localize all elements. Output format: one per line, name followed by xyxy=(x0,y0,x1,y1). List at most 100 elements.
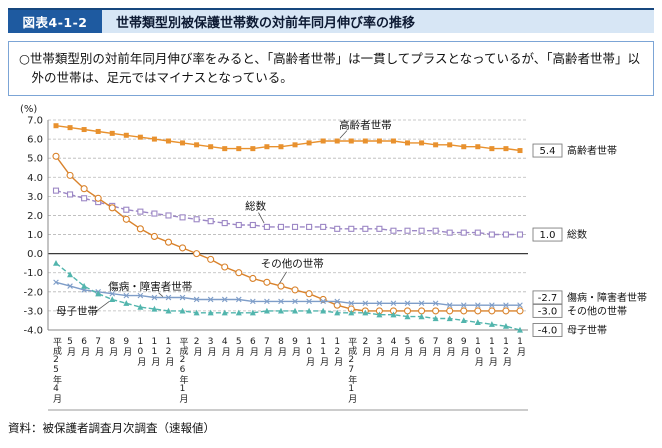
series-marker xyxy=(263,223,270,230)
series-marker xyxy=(516,231,524,238)
series-marker xyxy=(503,302,509,308)
series-marker xyxy=(250,298,256,304)
series-annotation: 総数 xyxy=(245,199,266,212)
series-marker xyxy=(250,145,256,151)
series-marker xyxy=(165,138,171,144)
series-right-name: 総数 xyxy=(567,228,587,241)
x-tick-label: 4月 xyxy=(388,337,399,357)
series-marker xyxy=(418,227,425,234)
series-marker xyxy=(95,290,102,297)
y-tick-label: -1.0 xyxy=(23,268,43,279)
summary-box: ○世帯類型別の対前年同月伸び率をみると、「高齢者世帯」は一貫してプラスとなってい… xyxy=(8,41,654,96)
series-marker xyxy=(52,187,60,194)
series-marker xyxy=(123,206,130,213)
series-marker xyxy=(489,302,495,308)
series-marker xyxy=(404,300,411,306)
series-marker xyxy=(235,309,242,316)
series-annotation: 母子世帯 xyxy=(56,304,98,317)
series-marker xyxy=(94,194,102,202)
series-marker xyxy=(277,282,285,290)
series-line-4 xyxy=(55,262,521,331)
x-tick-label: 12月 xyxy=(163,337,174,367)
series-marker xyxy=(432,227,439,234)
series-marker xyxy=(81,282,88,289)
series-marker xyxy=(109,130,115,136)
y-tick-label: 6.0 xyxy=(27,134,43,145)
series-marker xyxy=(221,309,228,316)
x-tick-label: 7月 xyxy=(262,337,273,357)
series-marker xyxy=(292,307,299,314)
x-tick-label: 8月 xyxy=(445,337,456,357)
series-right-name: 傷病・障害者世帯 xyxy=(567,291,647,304)
series-marker xyxy=(334,138,340,144)
series-marker xyxy=(334,298,341,304)
source-note: 資料：被保護者調査月次調査（速報値） xyxy=(8,420,215,435)
series-marker xyxy=(123,292,130,299)
series-marker xyxy=(207,309,214,316)
series-marker xyxy=(306,223,313,230)
series-marker xyxy=(80,184,88,193)
summary-text: ○世帯類型別の対前年同月伸び率をみると、「高齢者世帯」は一貫してプラスとなってい… xyxy=(19,51,641,86)
series-marker xyxy=(320,307,327,314)
series-marker xyxy=(474,307,482,315)
series-marker xyxy=(517,147,523,153)
series-annotation: 高齢者世帯 xyxy=(339,118,392,131)
series-marker xyxy=(362,309,369,316)
x-tick-label: 3月 xyxy=(206,337,217,357)
series-marker xyxy=(122,215,130,223)
series-marker xyxy=(235,296,242,302)
x-tick-label: 7月 xyxy=(93,337,104,357)
series-marker xyxy=(179,214,186,221)
x-tick-label: 4月 xyxy=(220,337,231,357)
series-marker xyxy=(291,223,299,230)
series-marker xyxy=(502,322,509,329)
series-right-name: その他の世帯 xyxy=(567,304,627,317)
series-marker xyxy=(348,309,355,316)
series-marker xyxy=(178,244,187,252)
series-marker xyxy=(362,225,369,232)
end-value-label: -4.0 xyxy=(538,325,558,336)
series-marker xyxy=(151,210,158,217)
series-marker xyxy=(165,294,172,301)
series-marker xyxy=(81,126,87,132)
series-marker xyxy=(333,301,341,309)
series-right-name: 高齢者世帯 xyxy=(567,144,617,157)
x-tick-label: 10月 xyxy=(473,337,484,367)
x-tick-label: 8月 xyxy=(276,337,287,357)
series-marker xyxy=(320,298,326,304)
end-value-box xyxy=(532,227,563,242)
series-marker xyxy=(292,142,298,148)
y-tick-label: -2.0 xyxy=(23,287,43,298)
y-tick-label: 4.0 xyxy=(27,173,43,184)
series-marker xyxy=(264,298,270,304)
x-tick-label: 平成26年1月 xyxy=(178,337,189,404)
end-value-label: 1.0 xyxy=(540,230,556,241)
series-marker xyxy=(67,191,74,198)
series-marker xyxy=(320,223,327,230)
series-marker xyxy=(502,307,510,315)
y-tick-label: -4.0 xyxy=(23,325,43,336)
series-marker xyxy=(137,208,144,215)
series-marker xyxy=(334,309,341,316)
series-marker xyxy=(376,225,383,232)
series-marker xyxy=(460,229,467,236)
series-marker xyxy=(67,283,73,289)
x-tick-label: 12月 xyxy=(332,337,343,367)
series-annotation: 傷病・障害者世帯 xyxy=(108,280,192,293)
series-marker xyxy=(109,290,116,297)
series-marker xyxy=(405,140,411,146)
series-marker xyxy=(150,232,158,240)
end-value-box xyxy=(532,303,563,318)
series-marker xyxy=(235,268,243,277)
series-marker xyxy=(249,221,256,228)
annotation-leader-line xyxy=(279,271,287,284)
series-marker xyxy=(432,300,439,306)
series-marker xyxy=(376,138,382,144)
series-marker xyxy=(151,136,157,142)
x-tick-label: 5月 xyxy=(234,337,245,357)
series-marker xyxy=(306,140,312,146)
x-tick-label: 9月 xyxy=(121,337,132,357)
annotation-leader-line xyxy=(158,292,164,297)
series-marker xyxy=(109,296,116,302)
x-tick-label: 10月 xyxy=(304,337,315,367)
